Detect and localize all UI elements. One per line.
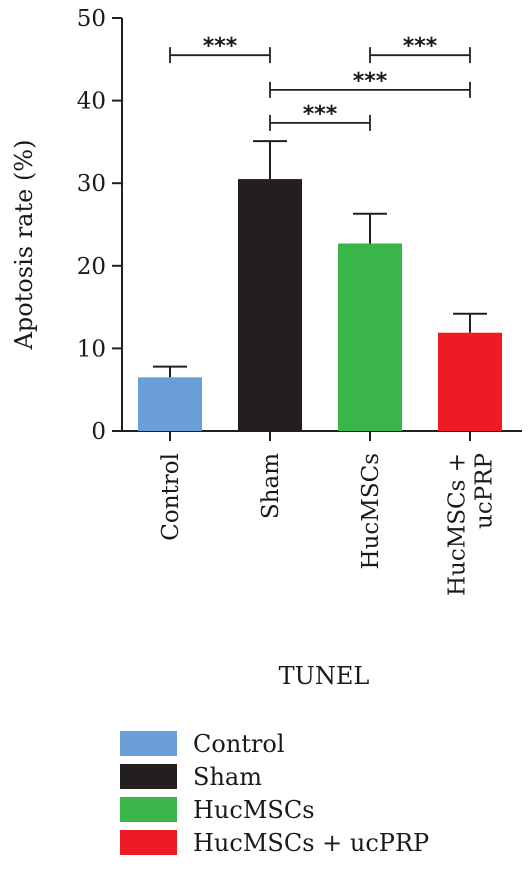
legend-label: Control — [193, 730, 285, 758]
legend-swatch — [120, 830, 177, 855]
x-category-label: Sham — [258, 453, 284, 519]
x-category-label: HucMSCs — [358, 453, 384, 569]
y-axis-label: Apotosis rate (%) — [10, 140, 38, 351]
bar — [338, 243, 402, 431]
y-tick-label: 20 — [77, 254, 106, 280]
legend-swatch — [120, 764, 177, 789]
bar — [238, 179, 302, 431]
significance-label: *** — [353, 69, 388, 94]
bars — [138, 140, 502, 431]
significance-label: *** — [403, 34, 438, 59]
legend-swatch — [120, 797, 177, 822]
x-category-label: ucPRP — [472, 453, 498, 529]
y-tick-label: 40 — [77, 89, 106, 115]
significance-label: *** — [203, 34, 238, 59]
legend: Control Sham HucMSCs HucMSCs + ucPRP — [120, 730, 429, 857]
y-tick-label: 0 — [91, 419, 106, 445]
significance-label: *** — [303, 102, 338, 127]
bar — [438, 332, 502, 431]
y-tick-label: 30 — [77, 171, 106, 197]
legend-label: Sham — [193, 763, 262, 791]
bar — [138, 377, 202, 431]
legend-label: HucMSCs + ucPRP — [193, 829, 429, 857]
x-axis-title: TUNEL — [279, 662, 370, 690]
x-category-label: Control — [158, 453, 184, 541]
legend-swatch — [120, 731, 177, 756]
legend-label: HucMSCs — [193, 796, 315, 824]
significance-brackets: *** *** *** *** — [169, 34, 471, 131]
y-tick-label: 50 — [77, 6, 106, 32]
x-category-label: HucMSCs + — [445, 453, 471, 596]
x-category-labels: Control Sham HucMSCs HucMSCs + ucPRP — [158, 453, 498, 596]
y-tick-label: 10 — [77, 336, 106, 362]
